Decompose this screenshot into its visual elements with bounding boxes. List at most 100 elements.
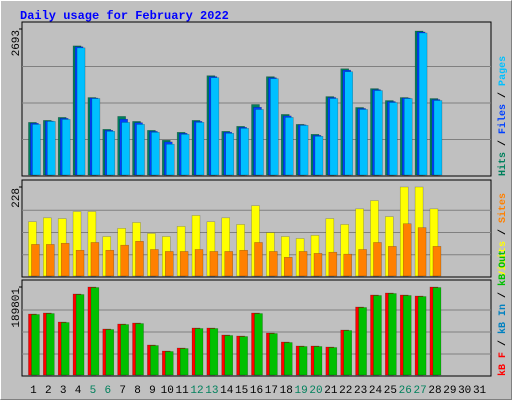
bar <box>194 249 204 277</box>
x-tick-label: 23 <box>354 385 367 397</box>
bar <box>135 241 144 277</box>
x-tick-label: 5 <box>90 385 97 397</box>
legend-entry: Sites <box>497 193 509 223</box>
bar <box>121 122 130 176</box>
legend-separator: / <box>497 286 509 304</box>
bar <box>254 313 263 376</box>
y-tick-label: 189801 <box>11 288 23 328</box>
bar <box>388 246 397 277</box>
bar <box>298 346 308 376</box>
bar <box>224 335 234 376</box>
x-tick-label: 31 <box>473 385 487 397</box>
x-tick-label: 6 <box>104 385 111 397</box>
x-tick-label: 18 <box>280 385 293 397</box>
x-tick-label: 30 <box>458 385 471 397</box>
x-tick-label: 15 <box>235 385 248 397</box>
bar <box>314 136 324 176</box>
x-tick-label: 3 <box>60 385 67 397</box>
bar <box>120 244 129 277</box>
bar <box>91 98 101 176</box>
bar <box>328 251 338 277</box>
x-tick-label: 17 <box>265 385 278 397</box>
chart-title: Daily usage for February 2022 <box>20 9 229 23</box>
x-tick-label: 22 <box>339 385 352 397</box>
bar <box>179 348 189 376</box>
bar <box>254 242 263 277</box>
bar <box>46 313 55 376</box>
x-tick-label: 11 <box>176 385 190 397</box>
bar <box>313 346 323 376</box>
x-tick-label: 4 <box>75 385 82 397</box>
bar <box>106 131 116 176</box>
legend-entry: kB F <box>497 352 509 376</box>
bar <box>60 322 70 376</box>
x-tick-label: 29 <box>443 385 456 397</box>
bar <box>180 134 190 176</box>
bar <box>165 251 174 277</box>
bar <box>240 128 249 176</box>
x-tick-label: 27 <box>413 385 426 397</box>
x-tick-label: 14 <box>220 385 234 397</box>
legend-separator: / <box>497 223 509 241</box>
bar <box>165 351 174 376</box>
bar <box>150 345 159 376</box>
bar <box>151 132 160 176</box>
y-tick-label: 228 <box>11 188 23 208</box>
bar <box>329 98 339 176</box>
bar <box>75 294 85 376</box>
x-tick-label: 21 <box>324 385 338 397</box>
bar <box>358 307 367 376</box>
bar <box>269 251 278 277</box>
x-tick-label: 8 <box>134 385 141 397</box>
bar <box>269 333 278 376</box>
legend: kB F / kB In / kB Out <box>497 250 509 376</box>
bar <box>90 287 100 376</box>
bar <box>225 133 235 176</box>
bar <box>343 330 352 376</box>
bar <box>239 336 248 376</box>
bar <box>402 295 412 376</box>
bar <box>358 249 367 277</box>
legend-separator: / <box>497 86 509 104</box>
bar <box>432 246 442 277</box>
bar <box>31 244 40 277</box>
legend-entry: kB In <box>497 304 509 334</box>
x-tick-label: 24 <box>369 385 383 397</box>
bar <box>135 323 144 376</box>
bar <box>224 251 234 277</box>
bar <box>299 125 309 176</box>
x-tick-label: 7 <box>119 385 126 397</box>
x-tick-label: 13 <box>205 385 218 397</box>
x-tick-label: 20 <box>309 385 322 397</box>
legend-separator: / <box>497 134 509 152</box>
y-tick-label: 2693 <box>11 30 23 56</box>
bar <box>388 293 397 376</box>
bar <box>403 98 413 176</box>
bar <box>432 287 442 376</box>
legend-entry: kB Out <box>497 250 509 286</box>
bar <box>209 328 219 376</box>
bar <box>373 295 382 376</box>
bar <box>298 251 308 277</box>
bar <box>417 296 427 376</box>
bar <box>417 227 427 277</box>
bar <box>120 324 129 376</box>
x-tick-label: 1 <box>30 385 37 397</box>
bar <box>209 251 219 277</box>
legend: Hits / Files / Pages <box>497 56 509 176</box>
bar <box>61 119 71 176</box>
bar <box>433 100 443 176</box>
legend: Visits / Sites <box>497 193 509 277</box>
x-tick-label: 2 <box>45 385 52 397</box>
x-tick-label: 28 <box>428 385 441 397</box>
bar <box>328 347 338 376</box>
bar <box>47 121 56 176</box>
bar <box>374 90 383 176</box>
bar <box>343 253 352 277</box>
bar <box>105 249 115 277</box>
legend-entry: Files <box>497 104 509 134</box>
bar <box>31 314 40 376</box>
bar <box>32 124 41 176</box>
